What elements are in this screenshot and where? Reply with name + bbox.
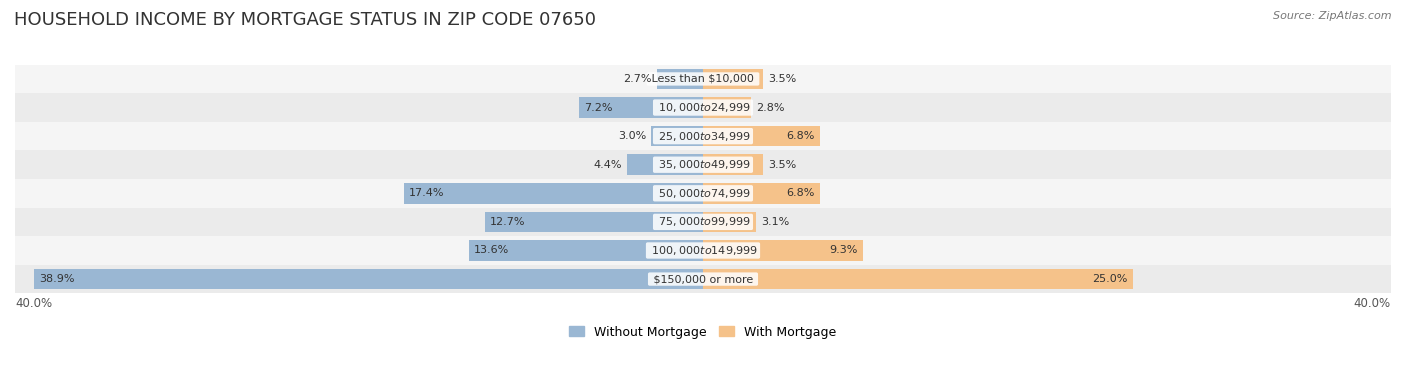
Bar	[703, 183, 820, 204]
Text: 12.7%: 12.7%	[489, 217, 526, 227]
Text: $25,000 to $34,999: $25,000 to $34,999	[655, 130, 751, 143]
Bar	[470, 240, 703, 261]
Text: Less than $10,000: Less than $10,000	[648, 74, 758, 84]
Bar	[703, 97, 751, 118]
Text: 3.1%: 3.1%	[762, 217, 790, 227]
Bar	[579, 97, 703, 118]
Bar	[485, 212, 703, 232]
Bar	[15, 236, 1391, 265]
Text: 6.8%: 6.8%	[786, 188, 815, 198]
Text: $150,000 or more: $150,000 or more	[650, 274, 756, 284]
Bar	[703, 269, 1133, 290]
Bar	[34, 269, 703, 290]
Text: 2.7%: 2.7%	[623, 74, 651, 84]
Text: Source: ZipAtlas.com: Source: ZipAtlas.com	[1274, 11, 1392, 21]
Bar	[657, 69, 703, 89]
Text: 3.5%: 3.5%	[768, 160, 797, 170]
Text: $35,000 to $49,999: $35,000 to $49,999	[655, 158, 751, 171]
Text: $50,000 to $74,999: $50,000 to $74,999	[655, 187, 751, 200]
Bar	[15, 150, 1391, 179]
Bar	[703, 126, 820, 146]
Bar	[15, 93, 1391, 122]
Text: 40.0%: 40.0%	[1354, 297, 1391, 310]
Text: 2.8%: 2.8%	[756, 102, 785, 113]
Bar	[404, 183, 703, 204]
Text: 9.3%: 9.3%	[830, 245, 858, 256]
Bar	[651, 126, 703, 146]
Text: $100,000 to $149,999: $100,000 to $149,999	[648, 244, 758, 257]
Text: 17.4%: 17.4%	[409, 188, 444, 198]
Bar	[15, 65, 1391, 93]
Text: 3.0%: 3.0%	[619, 131, 647, 141]
Bar	[703, 69, 763, 89]
Legend: Without Mortgage, With Mortgage: Without Mortgage, With Mortgage	[564, 321, 842, 344]
Text: 38.9%: 38.9%	[39, 274, 75, 284]
Text: 25.0%: 25.0%	[1092, 274, 1128, 284]
Bar	[703, 240, 863, 261]
Bar	[15, 122, 1391, 150]
Bar	[703, 212, 756, 232]
Bar	[15, 208, 1391, 236]
Text: 7.2%: 7.2%	[585, 102, 613, 113]
Text: 13.6%: 13.6%	[474, 245, 509, 256]
Text: HOUSEHOLD INCOME BY MORTGAGE STATUS IN ZIP CODE 07650: HOUSEHOLD INCOME BY MORTGAGE STATUS IN Z…	[14, 11, 596, 29]
Bar	[703, 155, 763, 175]
Text: $10,000 to $24,999: $10,000 to $24,999	[655, 101, 751, 114]
Bar	[15, 179, 1391, 208]
Bar	[627, 155, 703, 175]
Text: 40.0%: 40.0%	[15, 297, 52, 310]
Text: 4.4%: 4.4%	[593, 160, 623, 170]
Bar	[15, 265, 1391, 293]
Text: $75,000 to $99,999: $75,000 to $99,999	[655, 215, 751, 228]
Text: 6.8%: 6.8%	[786, 131, 815, 141]
Text: 3.5%: 3.5%	[768, 74, 797, 84]
